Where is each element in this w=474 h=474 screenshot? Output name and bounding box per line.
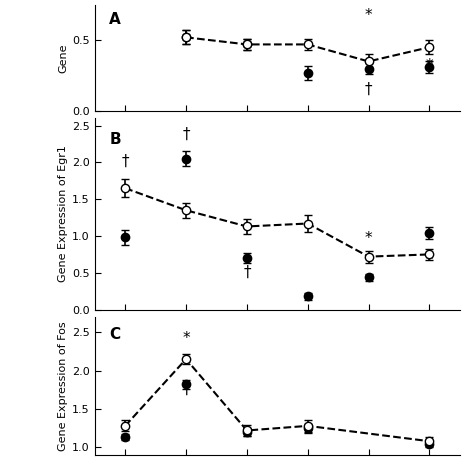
Text: †: †: [243, 265, 251, 280]
Text: †: †: [365, 82, 372, 97]
Y-axis label: Gene Expression of Egr1: Gene Expression of Egr1: [58, 146, 68, 283]
Text: A: A: [109, 12, 121, 27]
Text: *: *: [426, 254, 433, 268]
Text: †: †: [182, 382, 190, 397]
Text: *: *: [182, 331, 190, 346]
Text: †: †: [182, 127, 190, 142]
Y-axis label: Gene Expression of Fos: Gene Expression of Fos: [58, 321, 68, 451]
Text: B: B: [109, 132, 121, 146]
Text: C: C: [109, 327, 120, 342]
Text: *: *: [426, 58, 433, 73]
Y-axis label: Gene: Gene: [58, 43, 68, 73]
Text: *: *: [365, 8, 373, 23]
Text: *: *: [365, 231, 373, 246]
Text: †: †: [121, 153, 129, 168]
